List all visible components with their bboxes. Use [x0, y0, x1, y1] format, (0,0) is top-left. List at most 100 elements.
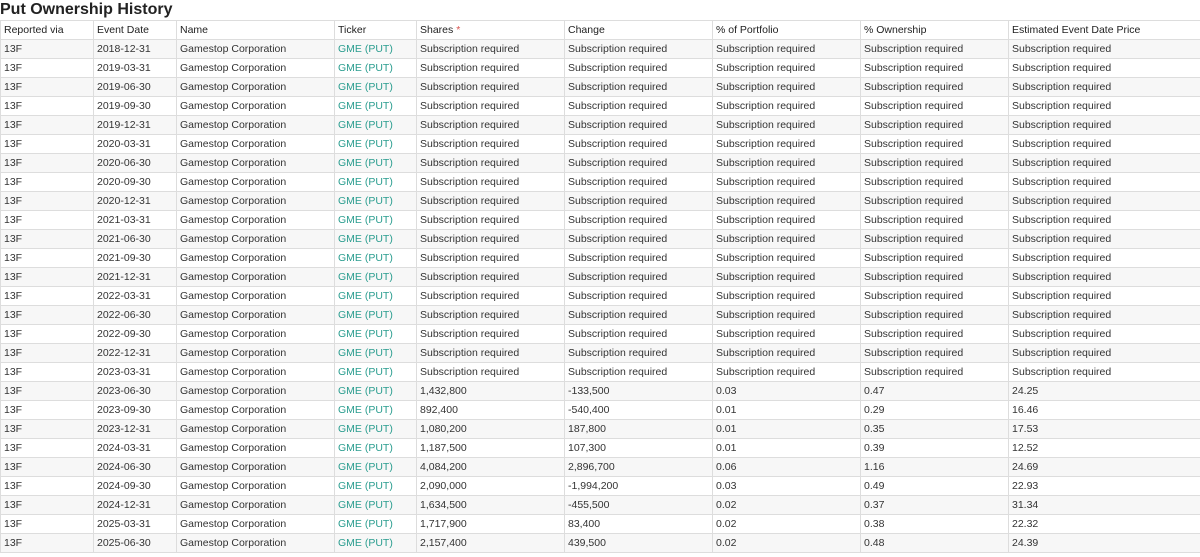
ticker-link[interactable]: GME (PUT)	[338, 423, 393, 435]
ticker-link[interactable]: GME (PUT)	[338, 290, 393, 302]
ticker-link[interactable]: GME (PUT)	[338, 119, 393, 131]
column-header-est-price[interactable]: Estimated Event Date Price	[1008, 20, 1200, 40]
cell-name: Gamestop Corporation	[176, 229, 335, 249]
ticker-link[interactable]: GME (PUT)	[338, 176, 393, 188]
cell-ticker: GME (PUT)	[334, 172, 417, 192]
cell-change: Subscription required	[564, 134, 713, 154]
cell-name: Gamestop Corporation	[176, 419, 335, 439]
ticker-link[interactable]: GME (PUT)	[338, 404, 393, 416]
ticker-link[interactable]: GME (PUT)	[338, 138, 393, 150]
cell-est-price: 22.93	[1008, 476, 1200, 496]
ticker-link[interactable]: GME (PUT)	[338, 252, 393, 264]
cell-pct-ownership: Subscription required	[860, 343, 1009, 363]
ticker-link[interactable]: GME (PUT)	[338, 385, 393, 397]
table-row: 13F 2019-03-31 Gamestop Corporation GME (PU…	[0, 58, 1200, 78]
ticker-link[interactable]: GME (PUT)	[338, 233, 393, 245]
cell-name: Gamestop Corporation	[176, 77, 335, 97]
table-row: 13F 2023-03-31 Gamestop Corporation GME (PU…	[0, 362, 1200, 382]
column-header-reported-via[interactable]: Reported via	[0, 20, 94, 40]
ticker-link[interactable]: GME (PUT)	[338, 347, 393, 359]
cell-name: Gamestop Corporation	[176, 476, 335, 496]
cell-pct-ownership: Subscription required	[860, 305, 1009, 325]
ticker-link[interactable]: GME (PUT)	[338, 81, 393, 93]
column-header-shares[interactable]: Shares *	[416, 20, 565, 40]
cell-est-price: Subscription required	[1008, 343, 1200, 363]
cell-name: Gamestop Corporation	[176, 172, 335, 192]
cell-reported-via: 13F	[0, 267, 94, 287]
cell-change: 107,300	[564, 438, 713, 458]
cell-pct-portfolio: Subscription required	[712, 362, 861, 382]
ticker-link[interactable]: GME (PUT)	[338, 442, 393, 454]
ticker-link[interactable]: GME (PUT)	[338, 537, 393, 549]
cell-change: Subscription required	[564, 39, 713, 59]
ticker-link[interactable]: GME (PUT)	[338, 214, 393, 226]
ticker-link[interactable]: GME (PUT)	[338, 43, 393, 55]
cell-ticker: GME (PUT)	[334, 438, 417, 458]
cell-shares: Subscription required	[416, 77, 565, 97]
cell-reported-via: 13F	[0, 58, 94, 78]
column-header-ticker[interactable]: Ticker	[334, 20, 417, 40]
cell-est-price: 17.53	[1008, 419, 1200, 439]
cell-reported-via: 13F	[0, 210, 94, 230]
cell-ticker: GME (PUT)	[334, 343, 417, 363]
cell-pct-portfolio: 0.02	[712, 533, 861, 553]
column-header-name[interactable]: Name	[176, 20, 335, 40]
ticker-link[interactable]: GME (PUT)	[338, 366, 393, 378]
cell-pct-ownership: Subscription required	[860, 153, 1009, 173]
cell-est-price: Subscription required	[1008, 96, 1200, 116]
ticker-link[interactable]: GME (PUT)	[338, 195, 393, 207]
ticker-link[interactable]: GME (PUT)	[338, 157, 393, 169]
cell-ticker: GME (PUT)	[334, 495, 417, 515]
ticker-link[interactable]: GME (PUT)	[338, 100, 393, 112]
cell-est-price: Subscription required	[1008, 362, 1200, 382]
ticker-link[interactable]: GME (PUT)	[338, 518, 393, 530]
ticker-link[interactable]: GME (PUT)	[338, 271, 393, 283]
cell-ticker: GME (PUT)	[334, 533, 417, 553]
cell-reported-via: 13F	[0, 381, 94, 401]
cell-name: Gamestop Corporation	[176, 495, 335, 515]
cell-est-price: 24.25	[1008, 381, 1200, 401]
ticker-link[interactable]: GME (PUT)	[338, 499, 393, 511]
ticker-link[interactable]: GME (PUT)	[338, 328, 393, 340]
cell-pct-ownership: Subscription required	[860, 172, 1009, 192]
ticker-link[interactable]: GME (PUT)	[338, 461, 393, 473]
cell-ticker: GME (PUT)	[334, 134, 417, 154]
column-header-event-date[interactable]: Event Date	[93, 20, 177, 40]
cell-ticker: GME (PUT)	[334, 96, 417, 116]
ticker-link[interactable]: GME (PUT)	[338, 62, 393, 74]
ticker-link[interactable]: GME (PUT)	[338, 480, 393, 492]
table-row: 13F 2021-06-30 Gamestop Corporation GME (PU…	[0, 229, 1200, 249]
cell-pct-portfolio: 0.06	[712, 457, 861, 477]
cell-pct-ownership: 0.49	[860, 476, 1009, 496]
cell-reported-via: 13F	[0, 153, 94, 173]
cell-change: -455,500	[564, 495, 713, 515]
cell-name: Gamestop Corporation	[176, 39, 335, 59]
cell-change: -1,994,200	[564, 476, 713, 496]
cell-pct-ownership: 0.47	[860, 381, 1009, 401]
column-header-pct-ownership[interactable]: % Ownership	[860, 20, 1009, 40]
cell-est-price: Subscription required	[1008, 210, 1200, 230]
cell-pct-ownership: 1.16	[860, 457, 1009, 477]
cell-name: Gamestop Corporation	[176, 362, 335, 382]
cell-ticker: GME (PUT)	[334, 305, 417, 325]
put-ownership-table: Reported via Event Date Name Ticker Shar…	[0, 20, 1200, 553]
table-row: 13F 2024-03-31 Gamestop Corporation GME (PU…	[0, 438, 1200, 458]
cell-change: Subscription required	[564, 153, 713, 173]
cell-event-date: 2020-03-31	[93, 134, 177, 154]
cell-ticker: GME (PUT)	[334, 267, 417, 287]
cell-ticker: GME (PUT)	[334, 514, 417, 534]
cell-change: Subscription required	[564, 305, 713, 325]
cell-name: Gamestop Corporation	[176, 343, 335, 363]
ticker-link[interactable]: GME (PUT)	[338, 309, 393, 321]
cell-event-date: 2022-06-30	[93, 305, 177, 325]
cell-change: Subscription required	[564, 191, 713, 211]
cell-shares: Subscription required	[416, 248, 565, 268]
column-header-change[interactable]: Change	[564, 20, 713, 40]
cell-change: 439,500	[564, 533, 713, 553]
cell-change: Subscription required	[564, 286, 713, 306]
cell-reported-via: 13F	[0, 96, 94, 116]
table-row: 13F 2025-03-31 Gamestop Corporation GME (PU…	[0, 514, 1200, 534]
table-row: 13F 2019-06-30 Gamestop Corporation GME (PU…	[0, 77, 1200, 97]
cell-name: Gamestop Corporation	[176, 381, 335, 401]
column-header-pct-portfolio[interactable]: % of Portfolio	[712, 20, 861, 40]
